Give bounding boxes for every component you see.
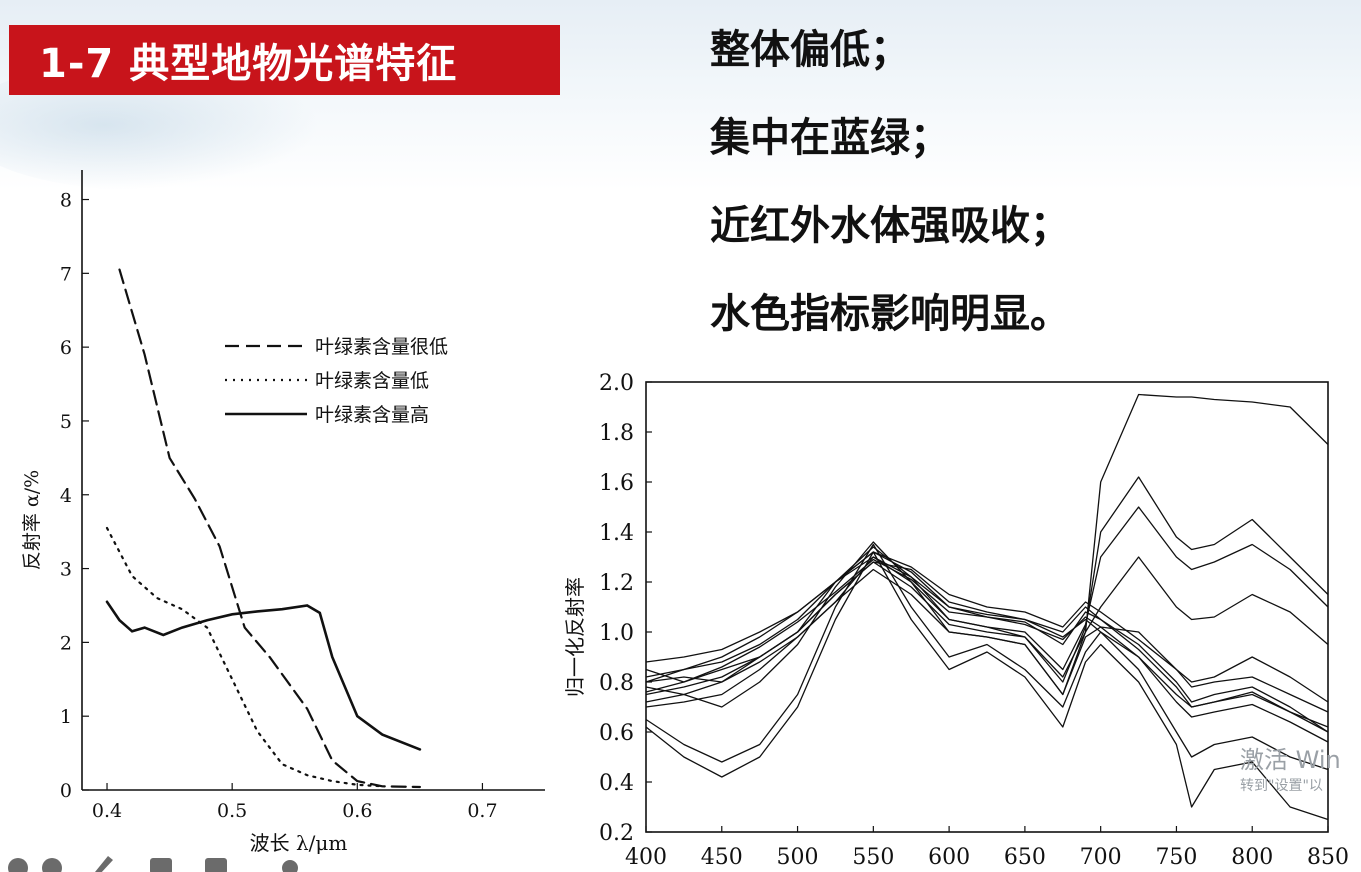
- x-tick-label: 0.6: [342, 800, 372, 822]
- series-line: [645, 558, 1329, 743]
- y-tick-label: 0.2: [599, 821, 634, 846]
- legend-label: 叶绿素含量很低: [315, 336, 448, 358]
- series-line: [645, 543, 1329, 771]
- presentation-toolbar: [8, 856, 298, 872]
- view-icon[interactable]: [205, 858, 227, 872]
- x-tick-label: 450: [701, 845, 743, 870]
- x-tick-label: 750: [1155, 845, 1197, 870]
- bullet-item: 近红外水体强吸收；: [710, 203, 1070, 249]
- x-tick-label: 550: [852, 845, 894, 870]
- y-tick-label: 1.0: [599, 621, 634, 646]
- x-tick-label: 650: [1004, 845, 1046, 870]
- series-line: [645, 476, 1329, 683]
- y-axis-label: 反射率 α/%: [21, 470, 43, 570]
- x-tick-label: 0.7: [467, 800, 497, 822]
- x-tick-label: 850: [1307, 845, 1349, 870]
- x-tick-label: 500: [777, 845, 819, 870]
- y-tick-label: 8: [60, 190, 72, 212]
- y-tick-label: 1.6: [599, 471, 634, 496]
- bullet-item: 集中在蓝绿；: [710, 115, 950, 161]
- x-tick-label: 400: [625, 845, 667, 870]
- x-tick-label: 700: [1080, 845, 1122, 870]
- slide-title-banner: 1-7 典型地物光谱特征: [9, 25, 560, 95]
- series-line: [645, 561, 1329, 733]
- y-tick-label: 1.4: [599, 521, 634, 546]
- series-line: [105, 600, 422, 751]
- series-line: [645, 556, 1329, 696]
- y-tick-label: 1: [60, 706, 72, 728]
- x-tick-label: 0.5: [217, 800, 247, 822]
- bullet-item: 水色指标影响明显。: [710, 291, 1070, 337]
- y-tick-label: 4: [60, 485, 72, 507]
- bullet-item: 整体偏低；: [710, 27, 910, 73]
- pen-icon[interactable]: [95, 856, 113, 872]
- watermark-line: 转到"设置"以: [1240, 778, 1323, 794]
- x-axis-label: 波长 λ/μm: [250, 831, 348, 855]
- activation-watermark: 激活 Win 转到"设置"以: [1240, 740, 1361, 800]
- legend-label: 叶绿素含量高: [315, 404, 429, 426]
- y-tick-label: 0: [60, 780, 72, 802]
- y-tick-label: 5: [60, 411, 72, 433]
- x-tick-label: 600: [928, 845, 970, 870]
- y-tick-label: 2: [60, 632, 72, 654]
- series-line: [105, 526, 384, 788]
- legend-label: 叶绿素含量低: [315, 370, 429, 392]
- y-tick-label: 0.8: [599, 671, 634, 696]
- slide-title: 1-7 典型地物光谱特征: [39, 41, 458, 87]
- nav-forward-icon[interactable]: [42, 858, 62, 872]
- series-line: [645, 568, 1329, 708]
- y-tick-label: 3: [60, 559, 72, 581]
- series-line: [645, 551, 1329, 713]
- series-line: [645, 556, 1329, 728]
- series-line: [118, 268, 421, 789]
- series-line: [645, 551, 1329, 733]
- chlorophyll-reflectance-chart: 0 1 2 3 4 5 6 7 8 0.4 0.5 0.6 0.7 波长 λ/μm 反射率 α/% 叶绿素含…: [21, 170, 545, 855]
- more-options-icon[interactable]: [282, 860, 298, 872]
- y-tick-label: 1.2: [599, 571, 634, 596]
- series-line: [645, 506, 1329, 678]
- y-tick-label: 6: [60, 337, 72, 359]
- bullet-list: 整体偏低； 集中在蓝绿； 近红外水体强吸收； 水色指标影响明显。: [710, 20, 1070, 372]
- nav-back-icon[interactable]: [8, 858, 28, 872]
- series-line: [645, 551, 1329, 821]
- y-tick-label: 0.6: [599, 721, 634, 746]
- x-tick-label: 0.4: [92, 800, 122, 822]
- watermark-line: 激活 Win: [1240, 746, 1341, 774]
- y-axis-label: 归一化反射率: [563, 577, 587, 697]
- y-tick-label: 0.4: [599, 771, 634, 796]
- y-tick-label: 1.8: [599, 421, 634, 446]
- zoom-icon[interactable]: [150, 858, 172, 872]
- y-tick-label: 2.0: [599, 371, 634, 396]
- y-tick-label: 7: [60, 263, 72, 285]
- normalized-reflectance-chart: 0.2 0.4 0.6 0.8 1.0 1.2 1.4 1.6 1.8 2.0 400 450 500 5…: [563, 371, 1349, 870]
- x-tick-label: 800: [1231, 845, 1273, 870]
